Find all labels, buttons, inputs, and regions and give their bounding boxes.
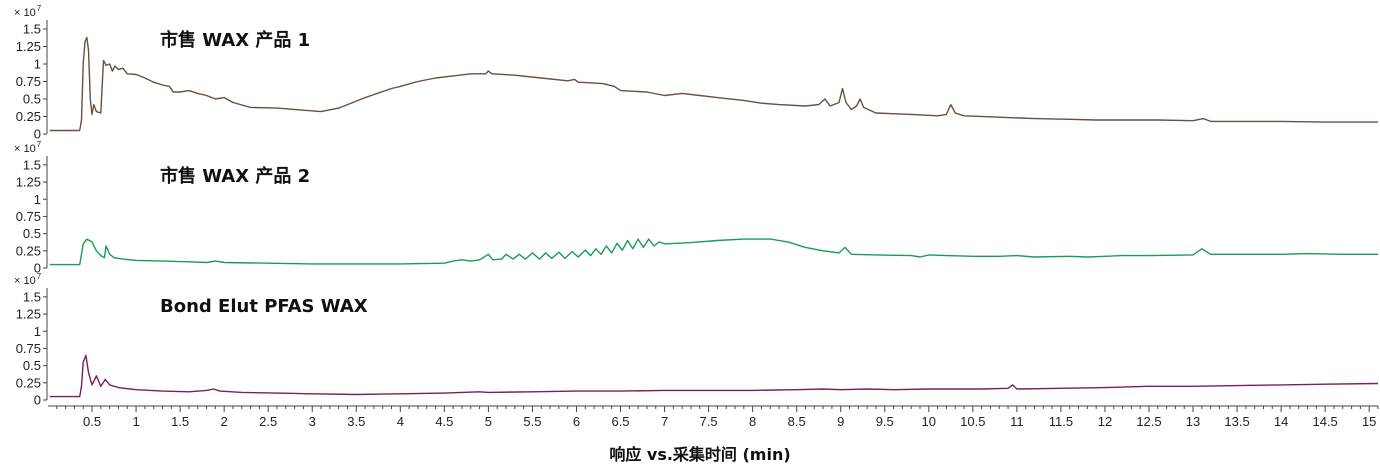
x-tick-label: 5.5 [523, 414, 541, 429]
y-tick-label: 1.5 [23, 289, 41, 304]
x-tick-label: 5 [485, 414, 492, 429]
y-multiplier-exponent: 7 [37, 4, 42, 13]
x-tick-label: 10 [922, 414, 936, 429]
x-tick-label: 8.5 [788, 414, 806, 429]
y-tick-label: 1 [34, 57, 41, 72]
x-tick-label: 12.5 [1136, 414, 1161, 429]
x-tick-label: 11.5 [1049, 414, 1073, 429]
x-tick-label: 7.5 [700, 414, 718, 429]
x-tick-label: 13 [1186, 414, 1200, 429]
x-tick-label: 1.5 [171, 414, 189, 429]
y-multiplier-label: × 107 [14, 272, 42, 287]
y-tick-label: 1.25 [16, 39, 41, 54]
y-tick-label: 0.25 [16, 375, 41, 390]
y-tick-label: 1.25 [16, 175, 41, 190]
y-multiplier-exponent: 7 [37, 140, 42, 149]
series-line [49, 36, 1378, 132]
x-tick-label: 8 [749, 414, 756, 429]
x-axis-title: 响应 vs.采集时间 (min) [609, 445, 790, 464]
x-tick-label: 7 [661, 414, 668, 429]
x-tick-label: 4.5 [435, 414, 453, 429]
x-tick-label: 13.5 [1224, 414, 1249, 429]
panel-2: 0 0.25 0.5 0.75 1 1.25 1.5 × 107 市售 WAX 产品 2 [14, 140, 1378, 276]
y-tick-label: 1 [34, 324, 41, 339]
y-tick-label: 1.25 [16, 307, 41, 322]
y-tick-label: 0.75 [16, 209, 41, 224]
chart-panels: 0 0.25 0.5 0.75 1 1.25 1.5 × 107 市售 WAX 产品 1 0 0.2… [14, 4, 1379, 408]
y-tick-label: 0 [34, 127, 41, 142]
y-multiplier-label: × 107 [14, 140, 42, 155]
x-tick-label: 15 [1362, 414, 1376, 429]
x-tick-label: 4 [397, 414, 404, 429]
y-tick-label: 0.25 [16, 243, 41, 258]
y-tick-label: 1.5 [23, 22, 41, 37]
x-tick-label: 3 [309, 414, 316, 429]
panel-title: 市售 WAX 产品 2 [160, 165, 310, 187]
x-tick-label: 9 [837, 414, 844, 429]
panel-title: 市售 WAX 产品 1 [160, 29, 310, 51]
series-line [49, 238, 1378, 266]
x-tick-label: 6 [573, 414, 580, 429]
y-tick-label: 0 [34, 393, 41, 408]
y-tick-label: 0.5 [23, 92, 41, 107]
y-tick-label: 0.75 [16, 74, 41, 89]
y-multiplier-label: × 107 [14, 4, 42, 19]
y-tick-label: 1.5 [23, 157, 41, 172]
x-tick-label: 6.5 [611, 414, 629, 429]
y-tick-label: 0.25 [16, 109, 41, 124]
y-tick-label: 0 [34, 261, 41, 276]
series-line [49, 354, 1379, 398]
x-tick-label: 2.5 [259, 414, 277, 429]
x-tick-label: 14 [1274, 414, 1288, 429]
panel-title: Bond Elut PFAS WAX [160, 296, 368, 317]
y-tick-label: 0.5 [23, 358, 41, 373]
y-tick-label: 0.75 [16, 341, 41, 356]
x-tick-label: 9.5 [876, 414, 894, 429]
y-tick-label: 0.5 [23, 226, 41, 241]
y-multiplier-exponent: 7 [37, 272, 42, 281]
panel-3: 0 0.25 0.5 0.75 1 1.25 1.5 × 107 Bond Elut PFAS … [14, 272, 1379, 408]
y-tick-label: 1 [34, 192, 41, 207]
x-tick-label: 11 [1010, 414, 1024, 429]
x-tick-label: 3.5 [347, 414, 365, 429]
x-tick-label: 1 [132, 414, 139, 429]
x-tick-label: 10.5 [960, 414, 985, 429]
x-axis: 0.5 1 1.5 2 2.5 3 3.5 4 4.5 5 5.5 6 6.5 7 7.5 8 8.5 9 9.5 1… [48, 405, 1379, 429]
panel-1: 0 0.25 0.5 0.75 1 1.25 1.5 × 107 市售 WAX 产品 1 [14, 4, 1378, 142]
x-tick-label: 14.5 [1312, 414, 1337, 429]
x-tick-label: 12 [1098, 414, 1112, 429]
x-tick-label: 0.5 [83, 414, 101, 429]
x-tick-label: 2 [221, 414, 228, 429]
